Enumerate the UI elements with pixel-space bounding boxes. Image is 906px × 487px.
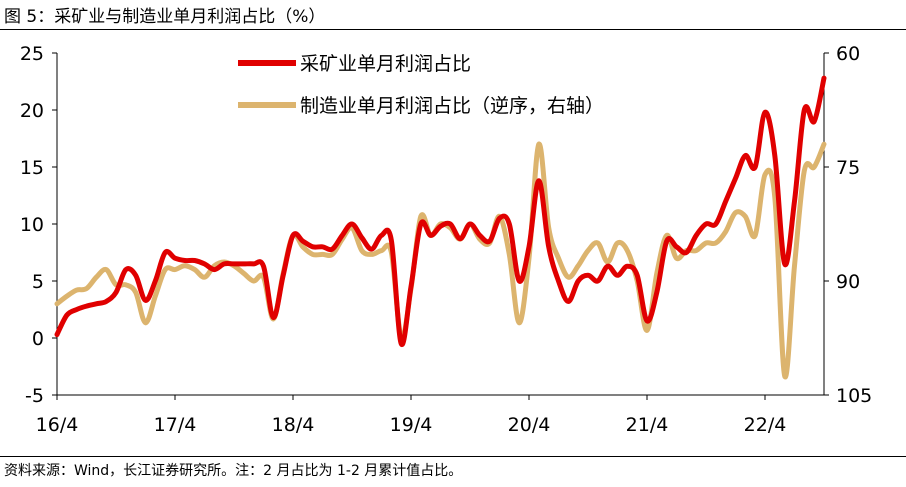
x-tick-label: 16/4 bbox=[36, 414, 79, 436]
x-axis: 16/4 17/4 18/4 19/4 20/4 21/4 22/4 bbox=[36, 395, 787, 436]
x-tick-label: 19/4 bbox=[390, 414, 433, 436]
right-y-tick-label: 60 bbox=[836, 43, 860, 65]
right-y-tick-label: 75 bbox=[836, 157, 860, 179]
legend-label: 制造业单月利润占比（逆序，右轴） bbox=[300, 95, 604, 117]
x-tick-label: 21/4 bbox=[626, 414, 669, 436]
source-note: 资料来源：Wind，长江证券研究所。注：2 月占比为 1-2 月累计值占比。 bbox=[4, 463, 463, 479]
left-y-tick-label: 25 bbox=[20, 43, 44, 65]
x-tick-label: 22/4 bbox=[744, 414, 787, 436]
x-tick-label: 18/4 bbox=[272, 414, 315, 436]
right-y-axis: 60 75 90 105 bbox=[824, 43, 872, 407]
figure-title: 图 5：采矿业与制造业单月利润占比（%） bbox=[4, 7, 326, 27]
left-y-tick-label: 20 bbox=[20, 100, 44, 122]
left-y-tick-label: 15 bbox=[20, 157, 44, 179]
series-line-manufacturing bbox=[54, 141, 827, 380]
left-y-axis: 25 20 15 10 5 0 -5 bbox=[20, 43, 57, 407]
title-divider bbox=[0, 29, 906, 30]
left-y-tick-label: 10 bbox=[20, 214, 44, 236]
series-layer bbox=[54, 75, 827, 380]
left-y-tick-label: -5 bbox=[25, 385, 44, 407]
x-tick-label: 17/4 bbox=[154, 414, 197, 436]
left-y-tick-label: 5 bbox=[32, 271, 44, 293]
right-y-tick-label: 90 bbox=[836, 271, 860, 293]
series-line-mining bbox=[54, 75, 827, 347]
legend-label: 采矿业单月利润占比 bbox=[300, 53, 471, 75]
right-y-tick-label: 105 bbox=[836, 385, 872, 407]
source-divider bbox=[0, 456, 906, 457]
left-y-tick-label: 0 bbox=[32, 328, 44, 350]
x-tick-label: 20/4 bbox=[508, 414, 551, 436]
